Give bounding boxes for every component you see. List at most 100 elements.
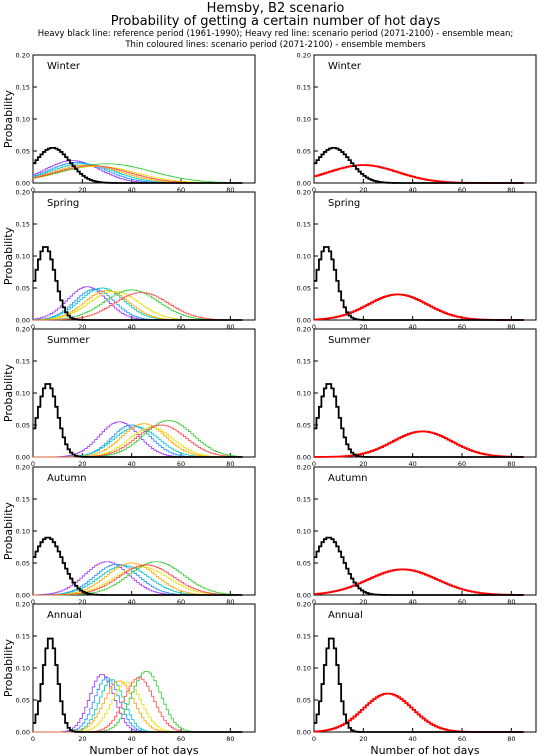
x-tick-label: 20 — [78, 323, 86, 331]
reference-line — [33, 637, 243, 733]
y-tick-label: 0.15 — [16, 358, 30, 366]
panel-annual-left: 0.000.050.100.150.200 20 40 60 80AnnualProba… — [2, 601, 256, 755]
x-tick-label: 60 — [177, 323, 185, 331]
member-series-line — [33, 292, 243, 321]
x-tick-label: 40 — [128, 460, 136, 468]
season-label: Annual — [328, 610, 363, 621]
x-tick-label: 40 — [128, 323, 136, 331]
y-tick-label: 0.05 — [297, 560, 311, 568]
y-tick-label: 0.15 — [16, 633, 30, 641]
y-axis-label: Probability — [2, 89, 15, 148]
season-label: Annual — [47, 610, 82, 621]
y-tick-label: 0.05 — [16, 285, 30, 293]
x-tick-label: 80 — [226, 598, 234, 606]
x-tick-label: 20 — [359, 598, 367, 606]
x-tick-label: 60 — [458, 186, 466, 194]
plot-frame — [32, 328, 256, 458]
reference-line — [33, 146, 243, 184]
x-tick-label: 80 — [507, 460, 515, 468]
x-tick-label: 0 — [312, 323, 316, 331]
member-series-line — [33, 564, 243, 596]
y-tick-label: 0.00 — [16, 729, 30, 737]
x-tick-label: 60 — [458, 460, 466, 468]
x-tick-label: 80 — [226, 460, 234, 468]
ensemble-mean-line — [314, 692, 524, 733]
member-series-line — [33, 286, 243, 321]
x-tick-label: 0 — [312, 186, 316, 194]
y-tick-label: 0.15 — [16, 496, 30, 504]
x-tick-label: 60 — [177, 186, 185, 194]
ensemble-mean-line — [314, 164, 524, 184]
x-tick-label: 20 — [78, 735, 86, 743]
x-tick-label: 40 — [409, 323, 417, 331]
x-tick-label: 0 — [312, 460, 316, 468]
y-tick-label: 0.15 — [297, 358, 311, 366]
y-tick-label: 0.00 — [16, 592, 30, 600]
x-tick-label: 60 — [177, 460, 185, 468]
x-axis-label: Number of hot days — [89, 744, 199, 755]
y-axis-label: Probability — [2, 501, 15, 560]
plot-frame — [313, 191, 537, 321]
x-tick-label: 80 — [507, 186, 515, 194]
x-tick-label: 20 — [78, 598, 86, 606]
y-tick-label: 0.00 — [297, 454, 311, 462]
member-series-line — [33, 290, 243, 321]
member-series-line — [33, 160, 243, 184]
y-tick-label: 0.15 — [16, 84, 30, 92]
x-tick-label: 20 — [359, 323, 367, 331]
y-tick-label: 0.20 — [297, 464, 311, 472]
y-tick-label: 0.00 — [297, 317, 311, 325]
x-tick-label: 20 — [78, 460, 86, 468]
plot-frame — [313, 603, 537, 733]
x-tick-label: 20 — [78, 186, 86, 194]
panel-winter-left: 0.000.050.100.150.200 20 40 60 80WinterProba… — [2, 52, 256, 194]
member-series-line — [33, 162, 243, 184]
x-tick-label: 80 — [226, 735, 234, 743]
member-series-line — [33, 680, 243, 733]
reference-line — [33, 383, 243, 458]
x-tick-label: 60 — [177, 598, 185, 606]
x-tick-label: 60 — [458, 598, 466, 606]
member-series-line — [33, 677, 243, 733]
plot-frame — [32, 603, 256, 733]
y-tick-label: 0.20 — [16, 464, 30, 472]
y-tick-label: 0.20 — [297, 52, 311, 60]
panel-summer-left: 0.000.050.100.150.200 20 40 60 80SummerProba… — [2, 326, 256, 468]
y-tick-label: 0.00 — [297, 592, 311, 600]
y-tick-label: 0.10 — [16, 116, 30, 124]
season-label: Summer — [328, 335, 371, 346]
y-tick-label: 0.20 — [16, 326, 30, 334]
y-tick-label: 0.20 — [297, 601, 311, 609]
y-tick-label: 0.05 — [297, 697, 311, 705]
member-series-line — [33, 424, 243, 458]
season-label: Spring — [47, 198, 79, 209]
x-tick-label: 80 — [507, 598, 515, 606]
x-tick-label: 0 — [31, 186, 35, 194]
y-axis-label: Probability — [2, 638, 15, 697]
y-tick-label: 0.15 — [297, 84, 311, 92]
reference-line — [314, 246, 524, 321]
legend-note-line1: Heavy black line: reference period (1961… — [37, 29, 514, 39]
y-tick-label: 0.20 — [297, 189, 311, 197]
member-series-line — [33, 681, 243, 733]
legend-note-line2: Thin coloured lines: scenario period (20… — [125, 40, 426, 50]
x-tick-label: 20 — [359, 460, 367, 468]
y-tick-label: 0.10 — [297, 253, 311, 261]
x-tick-label: 0 — [31, 323, 35, 331]
y-tick-label: 0.10 — [16, 253, 30, 261]
plot-frame — [313, 54, 537, 184]
x-tick-label: 40 — [409, 598, 417, 606]
y-tick-label: 0.10 — [297, 665, 311, 673]
y-tick-label: 0.00 — [16, 317, 30, 325]
x-tick-label: 40 — [128, 186, 136, 194]
x-tick-label: 0 — [31, 598, 35, 606]
x-tick-label: 60 — [458, 323, 466, 331]
x-tick-label: 40 — [128, 735, 136, 743]
y-tick-label: 0.20 — [16, 52, 30, 60]
x-tick-label: 80 — [507, 323, 515, 331]
panel-annual-right: 0.000.050.100.150.200 20 40 60 80AnnualNumbe… — [297, 601, 537, 755]
y-tick-label: 0.15 — [297, 221, 311, 229]
